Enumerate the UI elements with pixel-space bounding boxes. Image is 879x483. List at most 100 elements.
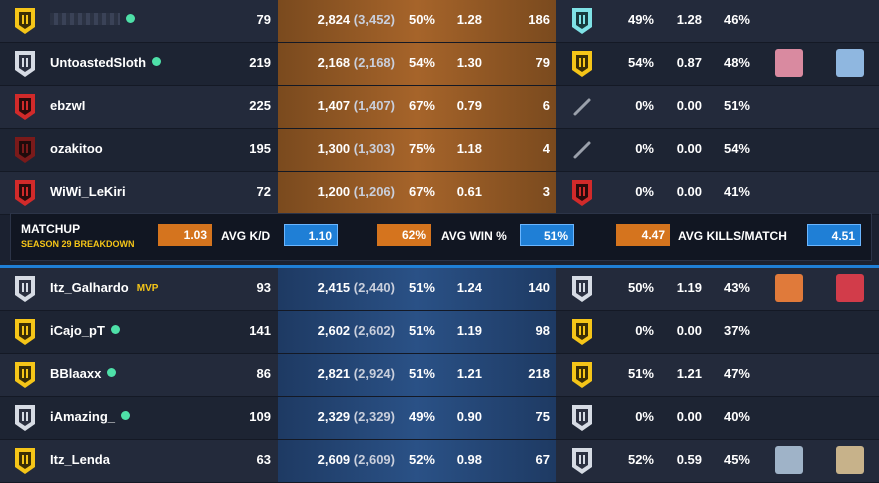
player-name[interactable]: iCajo_pT <box>50 323 105 338</box>
avg-kills-right: 4.51 <box>807 224 861 246</box>
player-name-cell: UntoastedSloth <box>50 55 162 70</box>
rank-icon <box>12 360 38 390</box>
player-name[interactable]: Itz_Galhardo <box>50 280 129 295</box>
player-row[interactable]: iAmazing_ 109 2,329 (2,329) 49% 0.90 75 … <box>0 397 879 440</box>
season-win-percent: 52% <box>627 452 654 467</box>
season-rank-icon <box>569 274 595 304</box>
mmr-highlight <box>278 397 556 439</box>
player-level: 225 <box>249 98 271 113</box>
kd-ratio: 1.30 <box>456 55 482 70</box>
player-name[interactable]: Itz_Lenda <box>50 452 110 467</box>
pink-operator-icon[interactable] <box>775 49 803 77</box>
online-status-icon <box>152 57 162 66</box>
season-win-percent: 0% <box>635 184 654 199</box>
rank-badge-icon <box>15 362 35 388</box>
rank-icon <box>12 92 38 122</box>
mmr-peak: (2,329) <box>353 409 395 424</box>
team-two-roster: Itz_Galhardo MVP 93 2,415 (2,440) 51% 1.2… <box>0 268 879 483</box>
rank-icon <box>12 274 38 304</box>
player-level: 63 <box>256 452 271 467</box>
player-mmr: 2,329 (2,329) <box>280 409 395 424</box>
player-name[interactable]: WiWi_LeKiri <box>50 184 126 199</box>
matches-played: 4 <box>542 141 550 156</box>
player-name-cell: Itz_Lenda <box>50 452 110 467</box>
mmr-peak: (1,303) <box>353 141 395 156</box>
rank-icon <box>12 317 38 347</box>
matches-played: 140 <box>528 280 550 295</box>
kd-ratio: 1.24 <box>456 280 482 295</box>
mmr-current: 2,168 <box>317 55 351 70</box>
hawk-operator-icon[interactable] <box>836 446 864 474</box>
player-name-cell: BBlaaxx <box>50 366 117 381</box>
online-status-icon <box>107 368 117 377</box>
player-level: 79 <box>256 12 271 27</box>
mmr-peak: (2,609) <box>353 452 395 467</box>
player-name[interactable]: ebzwI <box>50 98 86 113</box>
season-rank-badge-icon <box>572 276 592 302</box>
mmr-current: 2,824 <box>317 12 351 27</box>
player-row[interactable]: BBlaaxx 86 2,821 (2,924) 51% 1.21 218 51… <box>0 354 879 397</box>
season-rank-icon <box>569 6 595 36</box>
player-name-cell: ozakitoo <box>50 141 103 156</box>
player-row[interactable]: WiWi_LeKiri 72 1,200 (1,206) 67% 0.61 3 … <box>0 172 879 215</box>
player-mmr: 2,168 (2,168) <box>280 55 395 70</box>
mmr-current: 2,329 <box>317 409 351 424</box>
rank-badge-icon <box>15 180 35 206</box>
player-mmr: 1,407 (1,407) <box>280 98 395 113</box>
player-level: 93 <box>256 280 271 295</box>
win-percent: 67% <box>408 184 435 199</box>
rank-badge-icon <box>15 8 35 34</box>
mmr-highlight <box>278 268 556 310</box>
rank-badge-icon <box>15 448 35 474</box>
season-win-percent: 54% <box>627 55 654 70</box>
season-kd: 0.59 <box>676 452 702 467</box>
season-rank-badge-icon <box>573 141 591 159</box>
avg-win-right: 51% <box>520 224 574 246</box>
mvp-badge: MVP <box>136 283 159 294</box>
mmr-peak: (2,440) <box>353 280 395 295</box>
player-mmr: 2,824 (3,452) <box>280 12 395 27</box>
drone-operator-icon[interactable] <box>775 446 803 474</box>
matches-played: 186 <box>528 12 550 27</box>
season-kd: 1.19 <box>676 280 702 295</box>
player-name[interactable]: BBlaaxx <box>50 366 102 381</box>
mmr-current: 1,200 <box>317 184 351 199</box>
player-row[interactable]: Itz_Galhardo MVP 93 2,415 (2,440) 51% 1.2… <box>0 268 879 311</box>
rank-icon <box>12 135 38 165</box>
season-kd: 0.87 <box>676 55 702 70</box>
headshot-percent: 41% <box>723 184 750 199</box>
avg-kills-label: AVG KILLS/MATCH <box>678 229 787 243</box>
season-rank-badge-icon <box>572 51 592 77</box>
headshot-percent: 47% <box>723 366 750 381</box>
win-percent: 51% <box>408 280 435 295</box>
matches-played: 75 <box>535 409 550 424</box>
mmr-current: 1,300 <box>317 141 351 156</box>
player-row[interactable]: 79 2,824 (3,452) 50% 1.28 186 49% 1.28 4… <box>0 0 879 43</box>
blue-operator-icon[interactable] <box>836 49 864 77</box>
win-percent: 49% <box>408 409 435 424</box>
season-rank-icon <box>569 360 595 390</box>
kd-ratio: 0.79 <box>456 98 482 113</box>
player-name[interactable]: iAmazing_ <box>50 409 116 424</box>
rank-badge-icon <box>15 94 35 120</box>
season-rank-badge-icon <box>572 405 592 431</box>
matchup-subtitle: SEASON 29 BREAKDOWN <box>21 239 135 249</box>
player-name[interactable]: UntoastedSloth <box>50 55 147 70</box>
mmr-highlight <box>278 86 556 128</box>
player-row[interactable]: Itz_Lenda 63 2,609 (2,609) 52% 0.98 67 5… <box>0 440 879 483</box>
season-win-percent: 50% <box>627 280 654 295</box>
online-status-icon <box>126 14 135 23</box>
player-name[interactable]: ozakitoo <box>50 141 103 156</box>
player-row[interactable]: ozakitoo 195 1,300 (1,303) 75% 1.18 4 0%… <box>0 129 879 172</box>
rank-icon <box>12 178 38 208</box>
player-row[interactable]: UntoastedSloth 219 2,168 (2,168) 54% 1.3… <box>0 43 879 86</box>
headshot-percent: 46% <box>723 12 750 27</box>
kd-ratio: 1.28 <box>456 12 482 27</box>
skull-operator-icon[interactable] <box>836 274 864 302</box>
win-percent: 51% <box>408 366 435 381</box>
player-row[interactable]: iCajo_pT 141 2,602 (2,602) 51% 1.19 98 0… <box>0 311 879 354</box>
mmr-peak: (2,168) <box>353 55 395 70</box>
player-row[interactable]: ebzwI 225 1,407 (1,407) 67% 0.79 6 0% 0.… <box>0 86 879 129</box>
orange-operator-icon[interactable] <box>775 274 803 302</box>
player-mmr: 2,415 (2,440) <box>280 280 395 295</box>
